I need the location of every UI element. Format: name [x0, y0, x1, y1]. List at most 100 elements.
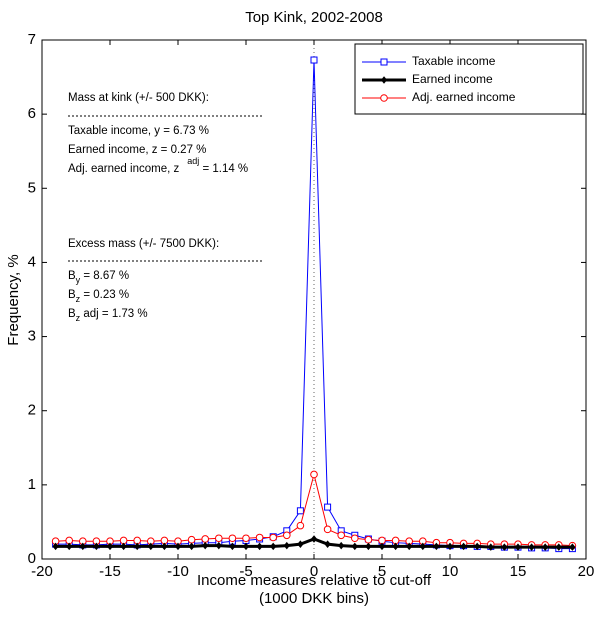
annotation-text: adj = 1.73 %: [80, 308, 147, 320]
annotation: Adj. earned income, z adj = 1.14 %: [68, 156, 248, 175]
marker: [283, 541, 290, 550]
x-tick-label: 0: [310, 563, 318, 580]
marker: [106, 542, 114, 551]
marker: [93, 542, 100, 551]
marker: [337, 531, 346, 540]
x-tick-label: 10: [442, 563, 459, 580]
annotation-text: Adj. earned income, z: [68, 163, 179, 175]
x-tick-label: 20: [578, 563, 595, 580]
marker: [364, 535, 373, 544]
annotation: Bz = 0.23 %: [68, 289, 129, 304]
marker: [380, 58, 388, 66]
marker: [147, 542, 154, 551]
annotation-sub: z: [76, 313, 81, 323]
annotation: Bz adj = 1.73 %: [68, 308, 148, 323]
x-tick-label: 5: [378, 563, 386, 580]
x-tick-label: -10: [167, 563, 189, 580]
y-tick-label: 4: [28, 253, 36, 270]
marker: [66, 542, 73, 551]
annotation: Taxable income, y = 6.73 %: [68, 125, 209, 137]
marker: [229, 542, 236, 551]
annotation-text: = 0.23 %: [80, 289, 129, 301]
marker: [365, 542, 372, 551]
marker: [323, 525, 332, 534]
annotation-header: Excess mass (+/- 7500 DKK):: [68, 238, 219, 250]
x-tick-label: -20: [31, 563, 53, 580]
annotation-sub: y: [76, 275, 81, 285]
marker: [460, 542, 467, 551]
annotation-header: Mass at kink (+/- 500 DKK):: [68, 92, 209, 104]
marker: [514, 543, 522, 551]
marker: [187, 535, 196, 544]
marker: [310, 56, 318, 64]
annotation-text: = 1.14 %: [199, 163, 248, 175]
chart-title: Top Kink, 2002-2008: [245, 9, 383, 26]
marker: [542, 543, 549, 551]
x-axis-label: (1000 DKK bins): [259, 590, 369, 607]
marker: [446, 542, 454, 551]
marker: [569, 543, 576, 551]
marker: [487, 543, 494, 551]
annotation-sub: z: [76, 294, 81, 304]
marker: [188, 542, 195, 551]
legend-label: Taxable income: [412, 54, 496, 68]
marker: [296, 507, 304, 515]
marker: [419, 542, 426, 551]
marker: [380, 76, 388, 84]
marker: [270, 542, 277, 551]
marker: [134, 542, 141, 551]
marker: [174, 542, 182, 551]
series-line: [55, 474, 573, 547]
annotation-text: Earned income, z = 0.27 %: [68, 144, 206, 156]
marker: [392, 542, 399, 551]
marker: [528, 543, 535, 551]
y-tick-label: 0: [28, 550, 36, 567]
y-tick-label: 6: [28, 105, 36, 122]
marker: [161, 542, 168, 551]
y-tick-label: 7: [28, 31, 36, 48]
marker: [242, 534, 250, 543]
marker: [338, 541, 345, 550]
annotation: Earned income, z = 0.27 %: [68, 144, 206, 156]
marker: [202, 541, 209, 550]
x-tick-label: -15: [99, 563, 121, 580]
marker: [255, 533, 264, 542]
marker: [378, 542, 386, 551]
y-tick-label: 2: [28, 402, 36, 419]
y-tick-label: 3: [28, 328, 36, 345]
marker: [555, 543, 562, 551]
marker: [228, 534, 237, 543]
legend: Taxable income Earned income Adj. earned i…: [354, 43, 584, 115]
marker: [297, 540, 304, 548]
annotation-text: B: [68, 289, 76, 301]
legend-label: Earned income: [412, 72, 493, 86]
marker: [120, 542, 127, 551]
marker: [296, 521, 305, 530]
annotation-text: = 8.67 %: [80, 270, 129, 282]
marker: [242, 542, 250, 551]
marker: [380, 94, 388, 102]
marker: [474, 542, 481, 551]
marker: [215, 541, 222, 550]
marker: [324, 503, 332, 511]
annotation: By = 8.67 %: [68, 270, 129, 285]
y-tick-label: 1: [28, 476, 36, 493]
marker: [269, 533, 278, 542]
marker: [501, 543, 508, 551]
marker: [201, 535, 209, 543]
annotation-text: Taxable income, y = 6.73 %: [68, 125, 209, 137]
marker: [283, 531, 291, 540]
marker: [215, 534, 223, 543]
legend-label: Adj. earned income: [412, 90, 516, 104]
x-axis-label: Income measures relative to cut-off: [197, 572, 432, 589]
x-tick-label: 15: [510, 563, 527, 580]
y-tick-label: 5: [28, 179, 36, 196]
marker: [256, 542, 263, 551]
x-tick-label: -5: [239, 563, 252, 580]
marker: [351, 534, 359, 543]
marker: [79, 542, 86, 551]
y-axis-label: Frequency, %: [5, 254, 22, 345]
marker: [324, 540, 331, 548]
marker: [52, 542, 59, 551]
